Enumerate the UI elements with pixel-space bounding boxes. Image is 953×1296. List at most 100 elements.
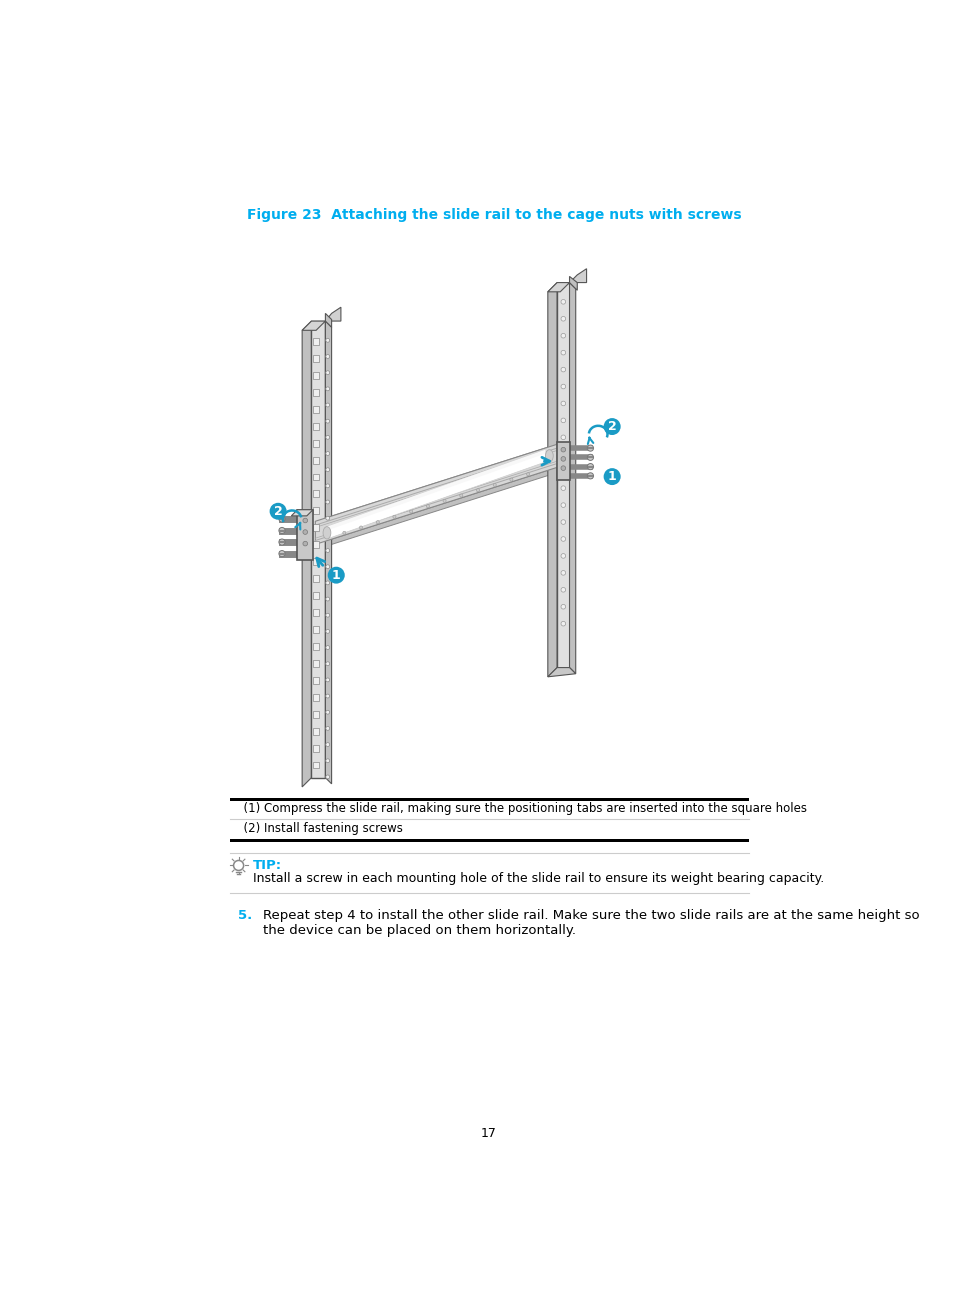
Circle shape [560,435,565,439]
Circle shape [325,695,330,699]
Circle shape [560,350,565,355]
Circle shape [325,403,330,407]
Circle shape [325,743,330,746]
Polygon shape [325,307,340,321]
Bar [313,355,319,362]
Circle shape [560,447,565,452]
Polygon shape [325,321,332,784]
Circle shape [560,384,565,389]
Circle shape [325,759,330,762]
Circle shape [459,494,462,498]
Polygon shape [547,283,557,677]
Polygon shape [325,314,332,327]
Circle shape [560,570,565,575]
Circle shape [325,678,330,682]
Circle shape [325,483,330,487]
Circle shape [325,630,330,634]
Bar [313,727,319,735]
Circle shape [325,500,330,504]
Bar [313,626,319,632]
Text: 1: 1 [607,470,616,483]
Bar [230,798,748,801]
Circle shape [325,581,330,584]
Bar [313,643,319,649]
Bar [313,710,319,718]
Circle shape [325,533,330,537]
Circle shape [560,621,565,626]
Circle shape [278,551,285,557]
Bar [313,542,319,548]
Circle shape [603,468,620,485]
Circle shape [560,367,565,372]
Circle shape [587,464,593,469]
Bar [557,442,569,481]
Bar [313,389,319,395]
Circle shape [560,333,565,338]
Circle shape [325,775,330,779]
Circle shape [278,516,285,522]
Circle shape [303,530,307,534]
Circle shape [393,516,395,518]
Circle shape [325,613,330,617]
Circle shape [325,548,330,552]
Circle shape [325,419,330,422]
Circle shape [325,388,330,391]
Circle shape [359,526,362,529]
Circle shape [560,537,565,542]
Polygon shape [315,445,557,544]
Circle shape [270,503,286,520]
Bar [313,473,319,481]
Polygon shape [569,276,577,290]
Circle shape [325,597,330,601]
Text: 2: 2 [607,420,616,433]
Bar [313,745,319,752]
Bar [313,439,319,447]
Circle shape [325,662,330,666]
Circle shape [409,511,413,513]
Circle shape [342,531,346,534]
Circle shape [325,645,330,649]
Bar [297,509,313,560]
Polygon shape [307,445,557,529]
Circle shape [587,473,593,480]
Text: Install a screw in each mounting hole of the slide rail to ensure its weight bea: Install a screw in each mounting hole of… [253,872,823,885]
Polygon shape [307,468,557,552]
Circle shape [325,371,330,375]
Bar [313,575,319,582]
Polygon shape [569,268,586,283]
Bar [313,693,319,701]
Bar [313,456,319,464]
Text: 5.: 5. [237,908,252,921]
Text: 2: 2 [274,504,282,518]
Circle shape [560,465,565,470]
Polygon shape [302,321,311,787]
Circle shape [560,520,565,525]
Circle shape [560,486,565,490]
Circle shape [560,604,565,609]
Circle shape [278,527,285,534]
Bar [557,283,569,667]
Bar [230,840,748,842]
Circle shape [509,478,513,481]
Circle shape [560,503,565,508]
Circle shape [560,299,565,305]
Bar [313,372,319,378]
Circle shape [560,402,565,406]
Circle shape [587,445,593,451]
Bar [313,660,319,667]
Circle shape [375,521,379,524]
Circle shape [328,566,344,583]
Circle shape [560,587,565,592]
Polygon shape [302,321,325,330]
Bar [313,490,319,498]
Text: 1: 1 [332,569,340,582]
Circle shape [560,456,565,461]
Circle shape [560,469,565,473]
Circle shape [325,565,330,569]
Circle shape [325,710,330,714]
Bar [313,762,319,769]
Polygon shape [327,450,545,539]
Polygon shape [569,283,575,674]
Circle shape [442,499,446,503]
Circle shape [560,553,565,559]
